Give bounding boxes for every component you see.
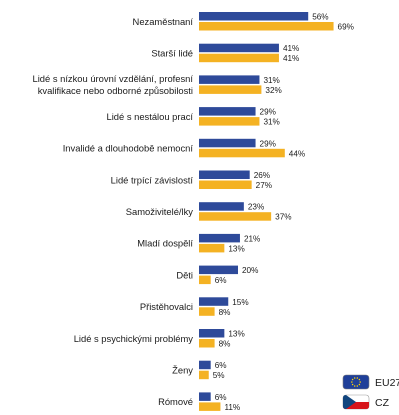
- category-group: Rómové 6%11%: [158, 392, 240, 412]
- cz-flag-blue: [343, 395, 356, 409]
- category-label: Rómové: [158, 396, 193, 407]
- eu27-value-label: 13%: [228, 330, 244, 339]
- category-group: Děti 20% 6%: [176, 265, 258, 285]
- category-group: Lidé s nízkou úrovní vzdělání, profesník…: [32, 73, 281, 96]
- eu-flag-icon: [342, 374, 370, 390]
- cz-bar: [199, 117, 260, 126]
- cz-bar: [199, 22, 334, 31]
- eu27-bar: [199, 43, 279, 53]
- cz-value-label: 37%: [275, 213, 291, 222]
- cz-bar: [199, 212, 272, 221]
- eu27-bar: [199, 138, 256, 148]
- cz-bar: [199, 180, 252, 189]
- eu27-value-label: 41%: [283, 44, 299, 53]
- category-group: Invalidé a dlouhodobě nemocní 29% 44%: [63, 138, 305, 158]
- category-label: Lidé s nízkou úrovní vzdělání, profesní: [32, 73, 193, 84]
- legend-label: EU27: [375, 377, 399, 389]
- eu27-value-label: 23%: [248, 203, 264, 212]
- category-group: Přistěhovalci 15%8%: [140, 297, 249, 317]
- eu27-bar: [199, 297, 229, 306]
- eu27-value-label: 6%: [215, 393, 227, 402]
- eu27-value-label: 20%: [242, 266, 258, 275]
- cz-bar: [199, 243, 225, 253]
- czech-flag-icon: [342, 394, 370, 410]
- eu27-bar: [199, 107, 256, 116]
- eu27-value-label: 6%: [215, 361, 227, 370]
- eu27-value-label: 26%: [254, 171, 270, 180]
- legend-label: CZ: [375, 397, 390, 409]
- category-label: Mladí dospělí: [137, 238, 193, 249]
- cz-bar: [199, 402, 221, 411]
- category-group: Starší lidé 41%41%: [151, 43, 299, 63]
- category-group: Ženy 6%5%: [172, 360, 227, 380]
- eu27-bar: [199, 329, 225, 338]
- eu-flag-star: [358, 383, 361, 386]
- cz-value-label: 27%: [256, 181, 272, 190]
- category-label: Lidé s nestálou prací: [106, 111, 193, 122]
- category-group: Lidé trpící závislostí 26%27%: [111, 170, 272, 190]
- eu27-bar: [199, 170, 250, 179]
- eu27-value-label: 31%: [263, 76, 279, 85]
- category-label: Lidé trpící závislostí: [111, 174, 194, 185]
- eu27-bar: [199, 265, 238, 275]
- category-label: kvalifikace nebo odborné způsobilosti: [38, 85, 193, 96]
- eu-flag-star: [351, 378, 354, 381]
- eu27-value-label: 29%: [260, 108, 276, 117]
- cz-value-label: 13%: [228, 244, 244, 253]
- category-label: Děti: [176, 269, 193, 280]
- eu27-bar: [199, 360, 211, 370]
- category-label: Nezaměstnaní: [133, 16, 194, 27]
- eu-flag-star: [356, 385, 359, 387]
- legend-item-eu27: EU27: [342, 374, 399, 390]
- cz-bar: [199, 339, 215, 348]
- eu27-bar: [199, 392, 211, 401]
- cz-value-label: 8%: [219, 308, 231, 317]
- eu27-value-label: 21%: [244, 234, 260, 243]
- eu27-value-label: 56%: [312, 13, 328, 22]
- eu27-bar: [199, 233, 240, 243]
- category-group: Mladí dospělí 21%13%: [137, 233, 260, 253]
- category-group: Lidé s nestálou prací 29%31%: [106, 107, 280, 127]
- cz-value-label: 44%: [289, 149, 305, 158]
- category-group: Lidé s psychickými problémy 13%8%: [74, 329, 245, 349]
- eu27-value-label: 15%: [232, 298, 248, 307]
- category-label: Invalidé a dlouhodobě nemocní: [63, 143, 194, 154]
- cz-value-label: 41%: [283, 54, 299, 63]
- eu27-bar: [199, 12, 309, 21]
- cz-value-label: 11%: [224, 403, 240, 412]
- category-label: Lidé s psychickými problémy: [74, 333, 194, 344]
- cz-bar: [199, 148, 285, 158]
- cz-value-label: 31%: [263, 118, 279, 127]
- category-label: Přistěhovalci: [140, 301, 193, 312]
- eu-flag-star: [359, 381, 361, 383]
- legend-item-cz: CZ: [342, 394, 390, 410]
- category-label: Samoživitelé/lky: [126, 206, 194, 217]
- eu-flag-star: [351, 381, 353, 383]
- cz-bar: [199, 275, 211, 285]
- cz-value-label: 5%: [213, 371, 225, 380]
- eu27-bar: [199, 75, 260, 84]
- category-label: Starší lidé: [151, 47, 193, 58]
- cz-value-label: 8%: [219, 340, 231, 349]
- cz-value-label: 6%: [215, 276, 227, 285]
- eu27-bar: [199, 202, 244, 211]
- cz-value-label: 32%: [265, 86, 281, 95]
- cz-bar: [199, 307, 215, 316]
- cz-bar: [199, 53, 279, 63]
- category-group: Nezaměstnaní 56% 69%: [133, 12, 354, 32]
- category-group: Samoživitelé/lky 23% 37%: [126, 202, 292, 222]
- eu-flag-field: [342, 374, 370, 390]
- eu-flag-star: [358, 378, 361, 381]
- cz-bar: [199, 370, 209, 380]
- eu-flag-star: [353, 377, 356, 379]
- cz-value-label: 69%: [338, 23, 354, 32]
- eu-flag-star: [353, 385, 356, 387]
- eu27-value-label: 29%: [260, 139, 276, 148]
- eu-flag-star: [351, 383, 354, 386]
- eu-flag-star: [356, 377, 359, 379]
- category-label: Ženy: [172, 364, 193, 375]
- cz-bar: [199, 85, 262, 94]
